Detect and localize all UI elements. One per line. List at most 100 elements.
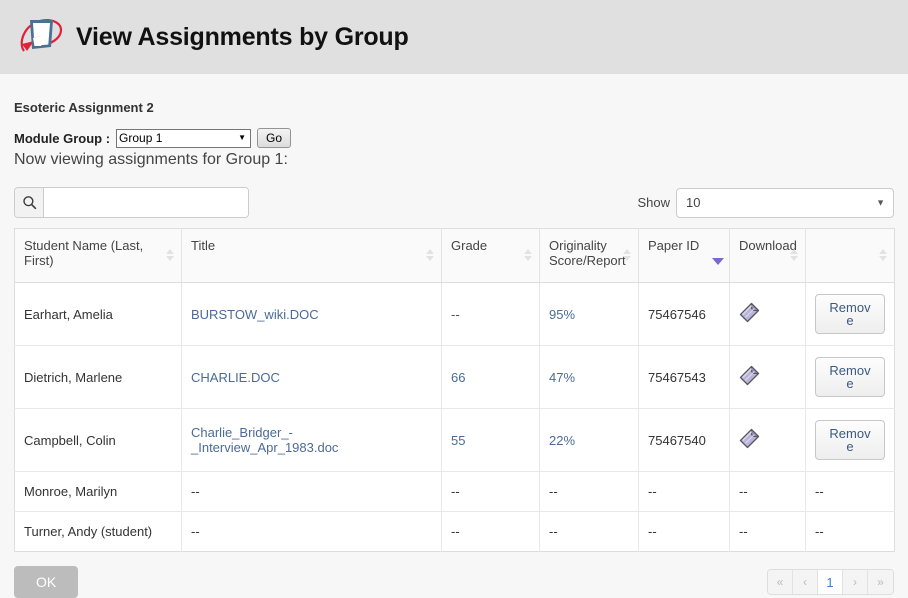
cell-download: [729, 282, 806, 346]
cell-paper-id: 75467540: [638, 408, 730, 472]
show-label: Show: [637, 195, 670, 210]
download-icon[interactable]: [739, 428, 760, 449]
footer-row: OK « ‹ 1 › »: [14, 552, 894, 598]
cell-paper-id: --: [638, 511, 730, 552]
cell-title: CHARLIE.DOC: [181, 345, 442, 409]
download-icon[interactable]: [739, 302, 760, 323]
cell-originality: --: [539, 511, 639, 552]
turnitin-logo-icon: [14, 11, 66, 63]
assignment-name: Esoteric Assignment 2: [14, 100, 154, 115]
column-header-label: Grade: [451, 238, 488, 253]
pagination-prev-button[interactable]: ‹: [793, 570, 818, 594]
cell-student-name: Turner, Andy (student): [14, 511, 182, 552]
cell-paper-id: 75467546: [638, 282, 730, 346]
cell-title: --: [181, 511, 442, 552]
table-row: Earhart, Amelia BURSTOW_wiki.DOC -- 95% …: [14, 282, 895, 346]
cell-action: --: [805, 471, 895, 512]
column-header-label: Title: [191, 238, 216, 253]
ok-button[interactable]: OK: [14, 566, 79, 598]
pagination-page-1[interactable]: 1: [818, 570, 843, 594]
cell-originality: 47%: [539, 345, 639, 409]
sort-icon[interactable]: [523, 247, 532, 263]
table-header-row: Student Name (Last, First) Title Grade: [14, 228, 895, 283]
column-header-label: Student Name (Last, First): [24, 238, 144, 268]
column-header-label: Download: [739, 238, 797, 253]
grade-value: --: [451, 306, 460, 322]
cell-action: --: [815, 524, 824, 539]
column-header-title[interactable]: Title: [181, 228, 442, 283]
sort-icon[interactable]: [425, 247, 434, 263]
originality-link[interactable]: 22%: [549, 432, 576, 448]
column-header-label: Originality Score/Report: [549, 238, 626, 268]
cell-paper-id: --: [638, 471, 730, 512]
cell-title: --: [181, 471, 442, 512]
module-group-select-wrap: Group 1 ▼: [116, 128, 252, 148]
cell-download: [729, 408, 806, 472]
pagination-next-button[interactable]: ›: [843, 570, 868, 594]
cell-grade: --: [441, 282, 540, 346]
originality-link[interactable]: 95%: [549, 306, 576, 322]
grade-link[interactable]: 66: [451, 369, 466, 385]
main-content: Esoteric Assignment 2 Module Group : Gro…: [0, 74, 908, 598]
search-icon[interactable]: [15, 188, 44, 217]
cell-action: Remove: [805, 345, 895, 409]
table-row: Dietrich, Marlene CHARLIE.DOC 66 47% 754…: [14, 345, 895, 409]
cell-grade: --: [441, 511, 540, 552]
title-link[interactable]: Charlie_Bridger_-_Interview_Apr_1983.doc: [191, 425, 339, 455]
sort-icon[interactable]: [165, 247, 174, 263]
page-header: View Assignments by Group: [0, 0, 908, 74]
show-entries-group: Show 10 ▼: [637, 187, 894, 218]
cell-title: Charlie_Bridger_-_Interview_Apr_1983.doc: [181, 408, 442, 472]
download-icon[interactable]: [739, 365, 760, 386]
title-link[interactable]: BURSTOW_wiki.DOC: [191, 306, 319, 322]
pagination-first-button[interactable]: «: [768, 570, 793, 594]
cell-originality: --: [539, 471, 639, 512]
sort-icon[interactable]: [878, 247, 887, 263]
page-title: View Assignments by Group: [76, 22, 409, 51]
remove-button[interactable]: Remove: [815, 357, 885, 397]
remove-button[interactable]: Remove: [815, 294, 885, 334]
sort-icon-active-desc[interactable]: [711, 253, 724, 269]
table-row: Monroe, Marilyn -- -- -- -- -- --: [14, 471, 895, 512]
pagination: « ‹ 1 › »: [767, 569, 894, 595]
column-header-paper-id[interactable]: Paper ID: [638, 228, 730, 283]
sort-icon[interactable]: [789, 247, 798, 263]
cell-originality: 22%: [539, 408, 639, 472]
remove-button[interactable]: Remove: [815, 420, 885, 460]
title-link[interactable]: CHARLIE.DOC: [191, 369, 280, 385]
module-group-select[interactable]: Group 1: [116, 128, 252, 148]
search-input[interactable]: [44, 188, 248, 217]
assignments-table: Student Name (Last, First) Title Grade: [14, 228, 895, 552]
grade-link[interactable]: 55: [451, 432, 466, 448]
cell-student-name: Earhart, Amelia: [14, 282, 182, 346]
table-row: Turner, Andy (student) -- -- -- -- -- --: [14, 511, 895, 552]
pagination-last-button[interactable]: »: [868, 570, 893, 594]
search-group: [14, 187, 249, 218]
cell-action: Remove: [805, 282, 895, 346]
column-header-actions[interactable]: [805, 228, 895, 283]
cell-download: --: [729, 511, 806, 552]
cell-action: Remove: [805, 408, 895, 472]
module-group-label: Module Group :: [14, 130, 111, 146]
cell-download: --: [729, 471, 806, 512]
cell-student-name: Dietrich, Marlene: [14, 345, 182, 409]
cell-grade: --: [441, 471, 540, 512]
cell-originality: 95%: [539, 282, 639, 346]
table-controls: Show 10 ▼: [14, 171, 894, 228]
table-row: Campbell, Colin Charlie_Bridger_-_Interv…: [14, 408, 895, 472]
cell-grade: 66: [441, 345, 540, 409]
column-header-originality-score[interactable]: Originality Score/Report: [539, 228, 639, 283]
column-header-label: Paper ID: [648, 238, 700, 253]
cell-student-name: Monroe, Marilyn: [14, 471, 182, 512]
column-header-download[interactable]: Download: [729, 228, 806, 283]
cell-grade: 55: [441, 408, 540, 472]
sort-icon[interactable]: [622, 247, 631, 263]
module-group-row: Module Group : Group 1 ▼ Go: [14, 117, 894, 148]
originality-link[interactable]: 47%: [549, 369, 576, 385]
show-entries-select[interactable]: 10: [676, 187, 894, 218]
viewing-note: Now viewing assignments for Group 1:: [14, 151, 288, 168]
column-header-student-name[interactable]: Student Name (Last, First): [14, 228, 182, 283]
column-header-grade[interactable]: Grade: [441, 228, 540, 283]
go-button[interactable]: Go: [257, 128, 292, 148]
cell-download: [729, 345, 806, 409]
